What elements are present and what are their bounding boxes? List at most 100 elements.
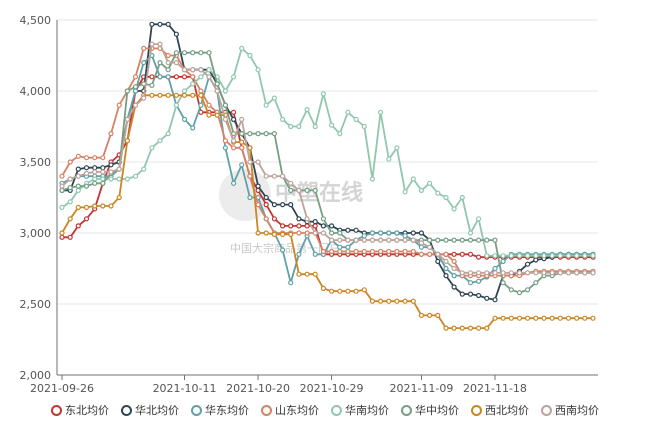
data-point[interactable] <box>206 50 212 56</box>
data-point[interactable] <box>271 202 277 208</box>
data-point[interactable] <box>92 176 98 182</box>
data-point[interactable] <box>345 248 351 255</box>
data-point[interactable] <box>165 52 171 59</box>
data-point[interactable] <box>165 59 171 66</box>
data-point[interactable] <box>418 187 424 193</box>
data-point[interactable] <box>574 270 580 276</box>
data-point[interactable] <box>476 254 482 260</box>
data-point[interactable] <box>427 312 433 318</box>
data-point[interactable] <box>467 280 474 286</box>
data-point[interactable] <box>263 230 269 236</box>
data-point[interactable] <box>386 298 392 304</box>
legend-item[interactable]: 西北均价 <box>471 402 529 418</box>
data-point[interactable] <box>59 230 65 236</box>
data-point[interactable] <box>67 159 73 165</box>
data-point[interactable] <box>124 138 131 144</box>
data-point[interactable] <box>255 183 261 189</box>
data-point[interactable] <box>59 204 65 210</box>
data-point[interactable] <box>304 223 310 229</box>
data-point[interactable] <box>149 145 155 151</box>
data-point[interactable] <box>149 74 155 80</box>
data-point[interactable] <box>231 145 237 151</box>
data-point[interactable] <box>459 325 465 331</box>
data-point[interactable] <box>378 109 384 115</box>
data-point[interactable] <box>304 106 310 113</box>
data-point[interactable] <box>524 315 531 321</box>
data-point[interactable] <box>574 315 580 321</box>
data-point[interactable] <box>492 270 498 276</box>
data-point[interactable] <box>157 21 163 27</box>
data-point[interactable] <box>590 315 596 321</box>
data-point[interactable] <box>116 102 122 108</box>
data-point[interactable] <box>492 297 498 303</box>
data-point[interactable] <box>484 253 490 259</box>
data-point[interactable] <box>157 59 163 66</box>
data-point[interactable] <box>508 287 514 293</box>
data-point[interactable] <box>92 203 98 209</box>
data-point[interactable] <box>247 194 253 201</box>
data-point[interactable] <box>508 253 514 259</box>
data-point[interactable] <box>263 102 269 108</box>
data-point[interactable] <box>67 199 73 205</box>
data-point[interactable] <box>492 265 498 272</box>
data-point[interactable] <box>165 74 171 80</box>
data-point[interactable] <box>369 230 375 236</box>
data-point[interactable] <box>247 173 253 179</box>
data-point[interactable] <box>557 270 563 276</box>
data-point[interactable] <box>516 253 523 259</box>
data-point[interactable] <box>75 223 81 229</box>
data-point[interactable] <box>100 203 106 209</box>
data-point[interactable] <box>451 206 457 212</box>
data-point[interactable] <box>304 230 310 236</box>
data-point[interactable] <box>476 278 482 284</box>
data-point[interactable] <box>524 253 531 259</box>
data-point[interactable] <box>410 237 416 243</box>
data-point[interactable] <box>149 82 155 88</box>
data-point[interactable] <box>329 230 335 236</box>
data-point[interactable] <box>443 258 449 264</box>
data-point[interactable] <box>320 230 326 236</box>
data-point[interactable] <box>280 231 286 237</box>
legend-item[interactable]: 华东均价 <box>191 402 249 418</box>
data-point[interactable] <box>402 298 408 304</box>
data-point[interactable] <box>239 162 245 168</box>
legend-item[interactable]: 华中均价 <box>401 402 459 418</box>
data-point[interactable] <box>329 223 335 229</box>
data-point[interactable] <box>476 270 482 276</box>
data-point[interactable] <box>402 189 408 195</box>
data-point[interactable] <box>304 271 310 277</box>
data-point[interactable] <box>418 251 424 257</box>
data-point[interactable] <box>312 230 318 236</box>
data-point[interactable] <box>541 315 547 321</box>
data-point[interactable] <box>288 180 294 186</box>
data-point[interactable] <box>83 165 90 171</box>
legend-item[interactable]: 东北均价 <box>51 402 109 418</box>
data-point[interactable] <box>329 248 335 255</box>
data-point[interactable] <box>116 194 122 201</box>
data-point[interactable] <box>394 237 400 243</box>
legend-item[interactable]: 西南均价 <box>541 402 599 418</box>
data-point[interactable] <box>296 230 302 236</box>
data-point[interactable] <box>443 325 449 331</box>
data-point[interactable] <box>271 95 277 101</box>
data-point[interactable] <box>214 88 220 94</box>
data-point[interactable] <box>337 131 343 137</box>
data-point[interactable] <box>198 74 204 80</box>
data-point[interactable] <box>590 253 596 259</box>
data-point[interactable] <box>516 270 523 276</box>
data-point[interactable] <box>100 155 106 161</box>
data-point[interactable] <box>157 74 163 80</box>
data-point[interactable] <box>451 251 457 257</box>
data-point[interactable] <box>435 190 441 196</box>
data-point[interactable] <box>247 159 253 165</box>
data-point[interactable] <box>320 285 326 291</box>
data-point[interactable] <box>459 237 465 243</box>
data-point[interactable] <box>574 253 580 259</box>
data-point[interactable] <box>165 92 171 98</box>
data-point[interactable] <box>59 183 65 189</box>
data-point[interactable] <box>239 145 245 151</box>
data-point[interactable] <box>565 253 572 259</box>
data-point[interactable] <box>337 248 343 255</box>
data-point[interactable] <box>181 116 188 123</box>
data-point[interactable] <box>75 183 81 189</box>
